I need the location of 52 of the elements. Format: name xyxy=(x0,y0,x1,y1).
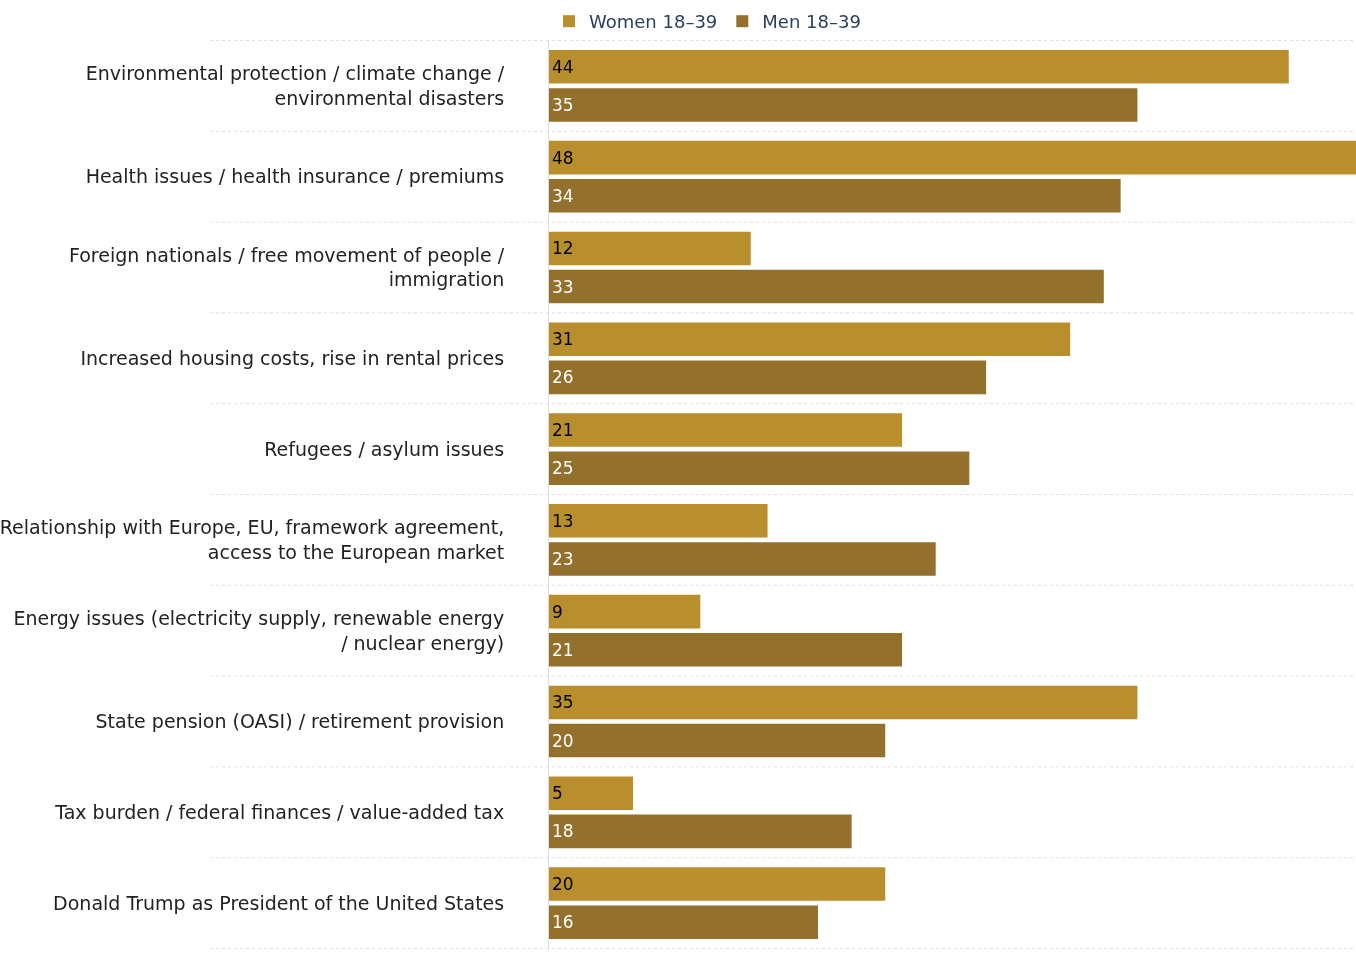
data-label: 44 xyxy=(552,56,574,77)
y-tick-label: Foreign nationals / free movement of people / immigration xyxy=(68,243,505,291)
data-label: 20 xyxy=(552,730,574,751)
data-label: 35 xyxy=(552,94,574,115)
data-label: 26 xyxy=(552,367,574,388)
bar xyxy=(549,322,1071,357)
data-label: 13 xyxy=(552,510,574,531)
bar xyxy=(549,178,1121,213)
bar xyxy=(549,723,886,758)
data-label: 16 xyxy=(552,912,574,933)
data-label: 21 xyxy=(552,639,574,660)
data-label: 35 xyxy=(552,692,574,713)
bar xyxy=(549,360,987,395)
y-tick-label: Tax burden / federal finances / value-added tax xyxy=(54,800,505,823)
bar xyxy=(549,776,634,811)
data-label: 20 xyxy=(552,874,574,895)
y-tick-label: Refugees / asylum issues xyxy=(264,437,505,460)
bar xyxy=(549,50,1289,84)
data-label: 18 xyxy=(552,821,574,842)
bar xyxy=(549,905,818,939)
legend-label: Women 18–39 xyxy=(589,11,718,33)
bar xyxy=(549,542,936,576)
bar xyxy=(549,140,1356,175)
bar xyxy=(549,413,903,447)
bar xyxy=(549,504,768,538)
bar xyxy=(549,632,903,667)
bar xyxy=(549,814,852,849)
bar xyxy=(549,231,751,266)
data-label: 48 xyxy=(552,147,574,168)
y-tick-label: Increased housing costs, rise in rental prices xyxy=(80,346,505,369)
data-label: 33 xyxy=(552,276,574,297)
y-tick-label: Donald Trump as President of the United States xyxy=(53,891,505,914)
y-tick-label: State pension (OASI) / retirement provision xyxy=(95,710,505,733)
bar xyxy=(549,594,701,629)
bar xyxy=(549,88,1138,122)
data-label: 5 xyxy=(552,783,563,804)
data-label: 12 xyxy=(552,238,574,259)
data-label: 23 xyxy=(552,548,574,569)
bar xyxy=(549,269,1104,304)
y-tick-label: Environmental protection / climate change / environmental disasters xyxy=(85,62,505,109)
bar xyxy=(549,867,886,901)
data-label: 34 xyxy=(552,185,574,206)
data-label: 25 xyxy=(552,458,574,479)
y-tick-label: Health issues / health insurance / premiums xyxy=(85,165,505,188)
data-label: 9 xyxy=(552,601,563,622)
data-label: 31 xyxy=(552,329,574,350)
bar xyxy=(549,685,1138,720)
y-tick-label: Energy issues (electricity supply, renewable energy / nuclear energy) xyxy=(13,607,505,654)
data-label: 21 xyxy=(552,420,574,441)
y-tick-label: Relationship with Europe, EU, framework agreement, access to the European market xyxy=(0,516,505,563)
legend-label: Men 18–39 xyxy=(762,11,861,33)
bar xyxy=(549,451,970,485)
